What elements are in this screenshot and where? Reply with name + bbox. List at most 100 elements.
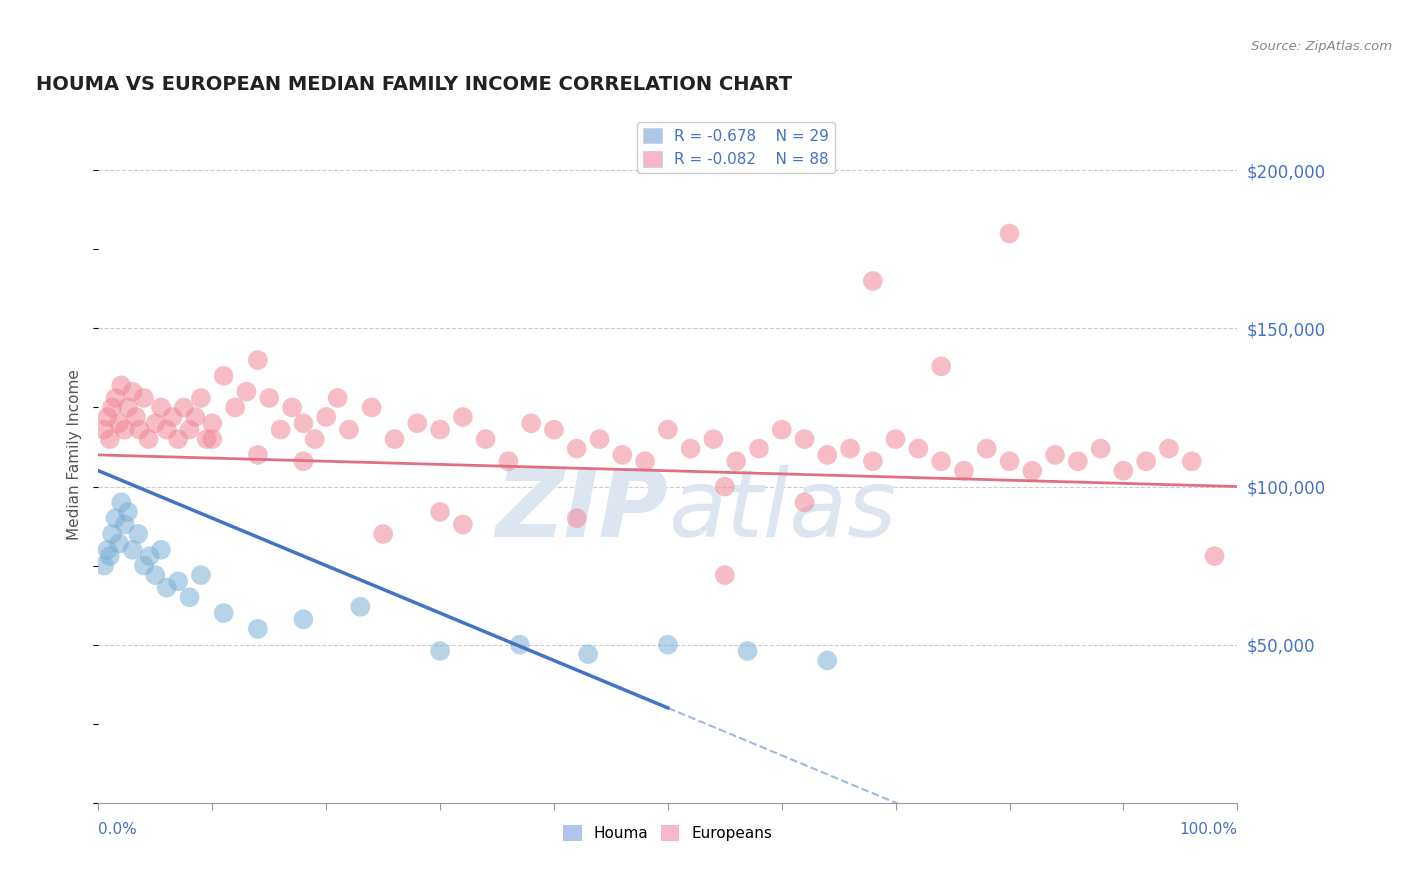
Point (406, 417, 429, 431)
Point (543, 423, 565, 437)
Point (150, 401, 173, 415)
Point (1067, 454, 1090, 468)
Point (714, 479, 737, 493)
Point (110, 378, 132, 392)
Point (839, 442, 862, 456)
Point (1204, 549, 1226, 563)
Point (224, 401, 246, 415)
Point (292, 612, 315, 626)
Point (179, 591, 201, 605)
Point (132, 558, 155, 573)
Point (793, 432, 815, 446)
Point (98, 432, 121, 446)
Point (815, 653, 838, 667)
Point (125, 409, 148, 424)
Legend: Houma, Europeans: Houma, Europeans (557, 819, 779, 847)
Point (793, 495, 815, 509)
Point (1112, 464, 1135, 478)
Point (1135, 454, 1157, 468)
Point (108, 417, 131, 431)
Point (117, 401, 139, 415)
Point (246, 353, 269, 368)
Point (371, 527, 394, 541)
Point (737, 644, 759, 658)
Point (498, 454, 520, 468)
Point (1021, 464, 1043, 478)
Point (212, 606, 235, 620)
Point (96, 542, 118, 557)
Point (349, 599, 371, 614)
Point (138, 432, 160, 446)
Point (998, 227, 1021, 241)
Point (246, 448, 269, 462)
Point (976, 442, 998, 456)
Point (162, 409, 184, 424)
Point (114, 517, 136, 532)
Point (907, 442, 929, 456)
Point (235, 384, 257, 399)
Point (429, 423, 451, 437)
Point (304, 432, 326, 446)
Point (576, 647, 599, 661)
Point (101, 401, 124, 415)
Point (128, 423, 150, 437)
Point (702, 432, 724, 446)
Point (259, 391, 281, 405)
Point (292, 417, 315, 431)
Text: 100.0%: 100.0% (1180, 822, 1237, 837)
Point (565, 442, 588, 456)
Point (201, 417, 224, 431)
Point (121, 542, 143, 557)
Text: Source: ZipAtlas.com: Source: ZipAtlas.com (1251, 40, 1392, 54)
Point (429, 644, 451, 658)
Point (509, 638, 531, 652)
Text: ZIP: ZIP (495, 465, 668, 557)
Point (384, 432, 406, 446)
Point (145, 568, 167, 582)
Point (110, 495, 132, 509)
Point (167, 574, 190, 589)
Point (748, 442, 770, 456)
Point (451, 409, 474, 424)
Point (679, 442, 702, 456)
Point (588, 432, 610, 446)
Text: atlas: atlas (668, 465, 896, 556)
Point (108, 536, 131, 550)
Point (862, 274, 884, 288)
Point (770, 423, 793, 437)
Text: HOUMA VS EUROPEAN MEDIAN FAMILY INCOME CORRELATION CHART: HOUMA VS EUROPEAN MEDIAN FAMILY INCOME C… (35, 75, 792, 95)
Point (998, 454, 1021, 468)
Point (145, 417, 167, 431)
Point (190, 391, 212, 405)
Point (326, 391, 349, 405)
Point (953, 464, 976, 478)
Point (634, 454, 657, 468)
Point (270, 423, 292, 437)
Text: 0.0%: 0.0% (98, 822, 138, 837)
Point (184, 409, 207, 424)
Point (657, 638, 679, 652)
Point (862, 454, 884, 468)
Point (101, 527, 124, 541)
Point (281, 401, 304, 415)
Point (315, 409, 337, 424)
Point (93, 423, 115, 437)
Point (429, 505, 451, 519)
Point (93, 558, 115, 573)
Point (1181, 454, 1204, 468)
Point (657, 423, 679, 437)
Point (167, 432, 190, 446)
Point (104, 391, 127, 405)
Point (98, 549, 121, 563)
Point (292, 454, 315, 468)
Point (156, 423, 179, 437)
Point (246, 622, 269, 636)
Point (565, 511, 588, 525)
Point (132, 391, 155, 405)
Point (725, 454, 748, 468)
Point (337, 423, 360, 437)
Point (714, 568, 737, 582)
Point (212, 368, 235, 383)
Point (190, 568, 212, 582)
Point (1157, 442, 1180, 456)
